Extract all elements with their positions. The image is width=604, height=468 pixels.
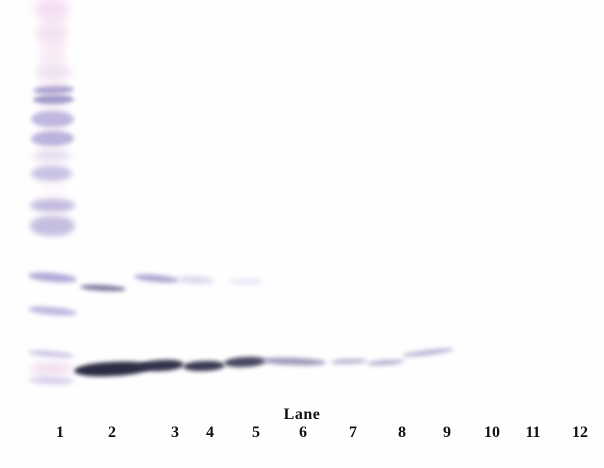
marker-band-c1 — [32, 85, 75, 95]
lane-number-8: 8 — [398, 424, 406, 441]
lane-number-1: 1 — [56, 424, 64, 441]
lane-number-2: 2 — [108, 424, 116, 441]
marker-band-c2 — [32, 94, 75, 105]
lane-number-6: 6 — [299, 424, 307, 441]
lane-number-10: 10 — [484, 424, 500, 441]
marker-band-g — [31, 166, 72, 181]
marker-band-e — [30, 130, 75, 147]
lane3-band-upper — [133, 273, 180, 284]
marker-band-i — [30, 216, 75, 236]
lane9-band-main — [401, 346, 455, 359]
marker-band-d — [31, 111, 74, 127]
marker-band-l — [27, 349, 75, 359]
lane-number-9: 9 — [443, 424, 451, 441]
lane-number-3: 3 — [171, 424, 179, 441]
lane-number-11: 11 — [525, 424, 541, 441]
lane7-band-main — [330, 358, 368, 365]
lane5-band-main — [223, 355, 267, 369]
marker-band-k — [27, 304, 78, 318]
marker-band-b — [36, 66, 72, 78]
marker-smear-top — [33, 0, 70, 16]
lane-axis-label: Lane — [283, 406, 321, 423]
lane2-band-upper — [79, 283, 127, 293]
lane-number-5: 5 — [252, 424, 260, 441]
marker-smear-bottom — [30, 362, 72, 375]
lane-number-12: 12 — [572, 424, 588, 441]
lane2-band-main — [73, 359, 152, 379]
marker-band-m — [28, 376, 75, 385]
lane8-band-main — [366, 358, 405, 367]
lane3-band-main — [138, 358, 185, 373]
marker-band-h — [30, 199, 75, 212]
marker-band-a — [34, 28, 68, 39]
lane-number-4: 4 — [206, 424, 214, 441]
marker-band-j — [27, 270, 78, 285]
lane4-band-upper — [176, 276, 215, 284]
lane-number-7: 7 — [349, 424, 357, 441]
lane5-band-upper — [229, 279, 263, 284]
lane6-band-main — [260, 356, 327, 367]
marker-band-f — [33, 151, 71, 160]
lane4-band-main — [182, 360, 226, 372]
